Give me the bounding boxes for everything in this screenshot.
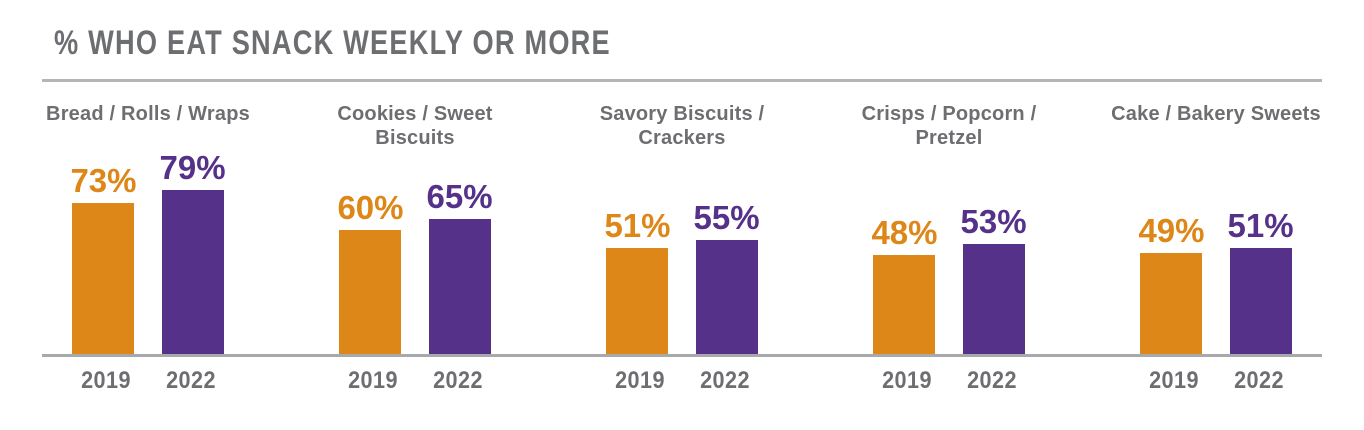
bar-column-2022: 55% [694,201,760,354]
year-pair: 2019 2022 [309,367,521,395]
bar-column-2022: 51% [1228,209,1294,354]
x-axis-year-labels: 2019 2022 2019 2022 2019 2022 2019 2022 … [42,367,1322,395]
bar-column-2019: 73% [70,162,137,354]
bar-column-2019: 51% [604,207,671,354]
bar-column-2022: 53% [961,205,1027,354]
year-tick-2019: 2019 [1148,367,1199,394]
value-label-2022: 79% [159,149,226,186]
bar-column-2022: 79% [160,151,226,354]
year-pair: 2019 2022 [42,367,254,395]
bar-2019 [339,230,402,354]
bar-pair: 49% 51% [1138,152,1294,354]
year-tick-2022: 2022 [432,367,483,394]
value-label-2022: 55% [693,199,760,236]
category-label: Cake / Bakery Sweets [1111,103,1321,125]
category-label: Savory Biscuits / Crackers [599,103,765,149]
value-label-2019: 49% [1138,212,1205,249]
bar-pair: 60% 65% [337,152,493,354]
value-label-2019: 48% [871,214,938,251]
bar-pair: 48% 53% [871,152,1027,354]
year-tick-2022: 2022 [699,367,750,394]
bar-pair: 51% 55% [604,152,760,354]
year-tick-2022: 2022 [966,367,1017,394]
category-label: Cookies / Sweet Biscuits [337,103,493,149]
bar-2022 [428,219,491,354]
year-tick-2019: 2019 [614,367,665,394]
bar-column-2019: 48% [871,214,938,354]
bar-2022 [1229,248,1292,354]
value-label-2022: 53% [960,203,1027,240]
value-label-2022: 51% [1227,207,1294,244]
bar-2022 [695,240,758,354]
chart-group-bread: Bread / Rolls / Wraps 73% 79% [42,102,254,354]
year-tick-2019: 2019 [347,367,398,394]
value-label-2019: 73% [70,162,137,199]
bar-2022 [161,190,224,354]
bar-column-2022: 65% [427,180,493,354]
bar-2019 [72,203,135,354]
bar-2019 [606,248,669,354]
bar-pair: 73% 79% [70,151,226,354]
year-pair: 2019 2022 [843,367,1055,395]
bar-column-2019: 60% [337,189,404,354]
year-tick-2022: 2022 [165,367,216,394]
category-label: Bread / Rolls / Wraps [46,103,250,125]
category-label: Crisps / Popcorn / Pretzel [861,103,1037,149]
bar-2022 [962,244,1025,354]
year-pair: 2019 2022 [576,367,788,395]
chart-group-crisps: Crisps / Popcorn / Pretzel 48% 53% [843,102,1055,354]
title-divider-rule [42,79,1322,82]
chart-group-cookies: Cookies / Sweet Biscuits 60% 65% [309,102,521,354]
chart-group-savory-biscuits: Savory Biscuits / Crackers 51% 55% [576,102,788,354]
chart-header: % WHO EAT SNACK WEEKLY OR MORE [42,0,1322,62]
bar-column-2019: 49% [1138,212,1205,354]
year-tick-2019: 2019 [80,367,131,394]
bar-2019 [1140,253,1203,354]
year-pair: 2019 2022 [1110,367,1322,395]
chart-title: % WHO EAT SNACK WEEKLY OR MORE [54,24,611,62]
value-label-2019: 60% [337,189,404,226]
value-label-2022: 65% [426,178,493,215]
snack-frequency-chart: % WHO EAT SNACK WEEKLY OR MORE Bread / R… [42,0,1322,395]
chart-group-cake: Cake / Bakery Sweets 49% 51% [1110,102,1322,354]
year-tick-2019: 2019 [881,367,932,394]
value-label-2019: 51% [604,207,671,244]
year-tick-2022: 2022 [1233,367,1284,394]
bar-groups-row: Bread / Rolls / Wraps 73% 79% Cookies / … [42,102,1322,357]
bar-2019 [873,255,936,354]
